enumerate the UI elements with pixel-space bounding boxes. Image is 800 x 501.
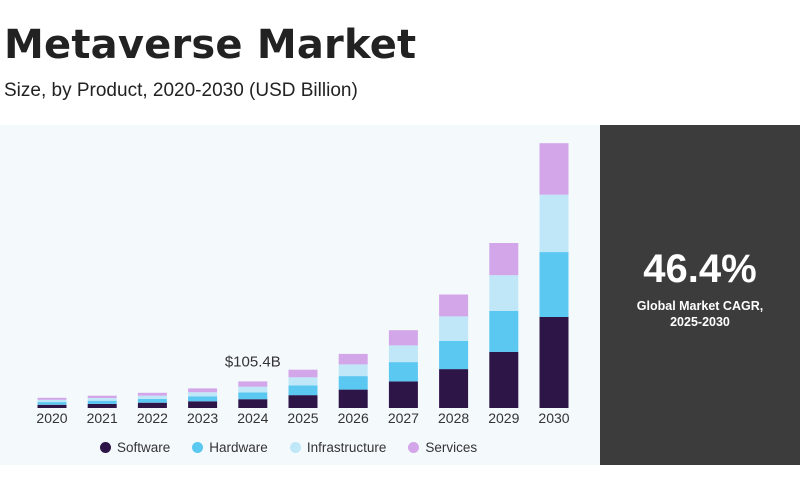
bar-segment-software-2025 xyxy=(288,395,318,408)
x-tick-label-2024: 2024 xyxy=(237,410,268,426)
legend-label-services: Services xyxy=(425,440,478,455)
bar-segment-hardware-2028 xyxy=(439,341,469,370)
bar-segment-hardware-2025 xyxy=(288,385,318,396)
cagr-label: Global Market CAGR, 2025-2030 xyxy=(636,298,764,329)
bar-segment-services-2026 xyxy=(338,353,368,365)
legend-label-hardware: Hardware xyxy=(209,440,268,455)
x-tick-label-2025: 2025 xyxy=(287,410,318,426)
bar-segment-software-2023 xyxy=(188,401,218,408)
bar-segment-hardware-2026 xyxy=(338,376,368,390)
legend-item-hardware: Hardware xyxy=(192,440,268,455)
bar-annotation-2024: $105.4B xyxy=(225,353,281,370)
bar-segment-software-2028 xyxy=(439,369,469,408)
bar-segment-hardware-2030 xyxy=(539,252,569,317)
bar-segment-infrastructure-2023 xyxy=(188,392,218,397)
stacked-bar-chart: 2020 2021 2022 2023 2024 $105.4B 2025 2026 2027 2… xyxy=(36,143,570,426)
bar-segment-infrastructure-2029 xyxy=(489,275,519,311)
legend-marker-hardware xyxy=(192,442,204,453)
bar-segment-infrastructure-2030 xyxy=(539,194,569,252)
bar-segment-software-2022 xyxy=(137,402,167,408)
legend-item-infrastructure: Infrastructure xyxy=(289,440,387,455)
bar-segment-hardware-2020 xyxy=(37,402,67,405)
bar-segment-services-2022 xyxy=(137,392,167,396)
bar-segment-services-2030 xyxy=(539,143,569,195)
bar-segment-software-2026 xyxy=(338,389,368,408)
bar-segment-infrastructure-2025 xyxy=(288,377,318,386)
bar-segment-software-2020 xyxy=(37,404,67,408)
bar-segment-software-2027 xyxy=(388,381,418,408)
bar-segment-services-2028 xyxy=(439,294,469,317)
x-tick-label-2021: 2021 xyxy=(87,410,118,426)
bar-segment-services-2027 xyxy=(388,330,418,346)
legend-marker-software xyxy=(100,442,111,453)
legend-marker-infrastructure xyxy=(289,442,301,453)
cagr-panel: 46.4% Global Market CAGR, 2025-2030 xyxy=(600,125,800,465)
x-tick-label-2029: 2029 xyxy=(488,410,519,426)
x-tick-label-2026: 2026 xyxy=(338,410,369,426)
chart-panel: 2020 2021 2022 2023 2024 $105.4B 2025 2026 2027 2… xyxy=(0,125,600,465)
bar-segment-software-2021 xyxy=(87,403,117,408)
legend-label-infrastructure: Infrastructure xyxy=(306,440,387,455)
x-tick-label-2023: 2023 xyxy=(187,410,218,426)
bar-segment-services-2023 xyxy=(188,388,218,393)
bar-segment-hardware-2021 xyxy=(87,400,117,404)
bar-segment-services-2025 xyxy=(288,369,318,378)
bar-segment-hardware-2023 xyxy=(188,396,218,402)
bar-segment-infrastructure-2024 xyxy=(238,386,268,393)
bar-segment-infrastructure-2022 xyxy=(137,395,167,399)
legend-marker-services xyxy=(408,442,420,453)
x-tick-label-2020: 2020 xyxy=(36,410,67,426)
chart-legend: Software Hardware Infrastructure Service… xyxy=(100,440,477,455)
bar-segment-hardware-2022 xyxy=(137,398,167,403)
bar-segment-software-2024 xyxy=(238,399,268,408)
bar-segment-hardware-2024 xyxy=(238,392,268,400)
legend-item-software: Software xyxy=(100,440,170,455)
bar-segment-services-2024 xyxy=(238,381,268,387)
bar-segment-infrastructure-2021 xyxy=(87,398,117,401)
bar-segment-hardware-2029 xyxy=(489,310,519,352)
bar-segment-services-2021 xyxy=(87,395,117,398)
bar-segment-software-2029 xyxy=(489,351,519,408)
legend-label-software: Software xyxy=(117,440,171,455)
bar-segment-hardware-2027 xyxy=(388,362,418,382)
x-tick-label-2022: 2022 xyxy=(137,410,168,426)
x-tick-label-2028: 2028 xyxy=(438,410,469,426)
bar-segment-services-2029 xyxy=(489,243,519,276)
bar-segment-infrastructure-2026 xyxy=(338,364,368,377)
x-tick-label-2027: 2027 xyxy=(388,410,419,426)
page-subtitle: Size, by Product, 2020-2030 (USD Billion… xyxy=(4,80,358,101)
page-title: Metaverse Market xyxy=(4,22,417,68)
bar-segment-infrastructure-2020 xyxy=(37,399,67,403)
bar-segment-infrastructure-2027 xyxy=(388,345,418,363)
cagr-value: 46.4% xyxy=(643,246,757,291)
x-tick-label-2030: 2030 xyxy=(538,410,569,426)
bar-segment-services-2020 xyxy=(37,397,67,400)
legend-item-services: Services xyxy=(408,440,477,455)
bar-segment-software-2030 xyxy=(539,317,569,408)
bar-segment-infrastructure-2028 xyxy=(439,316,469,341)
